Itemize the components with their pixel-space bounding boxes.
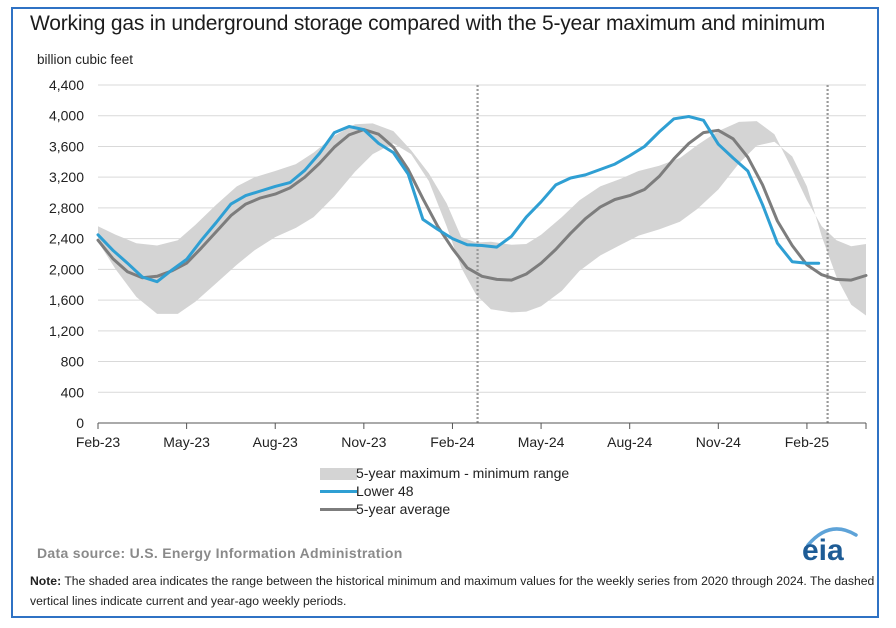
- range-band: [98, 121, 866, 316]
- y-tick-label: 3,200: [49, 169, 84, 185]
- series-line-5-year-average: [96, 128, 868, 282]
- x-tick-label: Feb-23: [76, 434, 121, 450]
- legend-swatch-average: [320, 508, 357, 511]
- x-tick-label: Nov-23: [341, 434, 386, 450]
- y-tick-label: 400: [61, 384, 85, 400]
- legend-swatch-range: [320, 468, 357, 480]
- eia-logo: eia: [802, 527, 858, 563]
- dashed-lines-layer: [476, 85, 829, 423]
- legend-label-average: 5-year average: [356, 501, 451, 517]
- y-axis-label: billion cubic feet: [37, 52, 134, 67]
- footnote: Note: The shaded area indicates the rang…: [30, 571, 875, 611]
- y-tick-label: 1,600: [49, 292, 84, 308]
- y-tick-label: 800: [61, 354, 85, 370]
- x-tick-label: Feb-25: [785, 434, 830, 450]
- legend-swatch-lower48: [320, 490, 357, 493]
- series-line-lower-48: [96, 115, 821, 284]
- data-source: Data source: U.S. Energy Information Adm…: [37, 545, 403, 561]
- y-tick-label: 4,000: [49, 108, 84, 124]
- legend-label-lower48: Lower 48: [356, 483, 414, 499]
- x-tick-labels: Feb-23 May-23 Aug-23 Nov-23 Feb-24 May-24 Aug-…: [76, 434, 829, 450]
- chart-title: Working gas in underground storage compa…: [30, 12, 826, 35]
- y-tick-label: 1,200: [49, 323, 84, 339]
- series-lines-layer: [96, 115, 868, 284]
- y-tick-label: 4,400: [49, 77, 84, 93]
- y-tick-label: 2,400: [49, 231, 84, 247]
- x-tick-label: Nov-24: [696, 434, 741, 450]
- note-text: The shaded area indicates the range betw…: [30, 574, 875, 608]
- y-tick-label: 2,800: [49, 200, 84, 216]
- x-tick-label: May-23: [163, 434, 210, 450]
- y-tick-label: 2,000: [49, 261, 84, 277]
- y-tick-labels: 0 400 800 1,200 1,600 2,000 2,400 2,800 3,200 3,6…: [49, 77, 84, 431]
- axes-layer: [97, 422, 867, 429]
- x-tick-label: Aug-23: [253, 434, 298, 450]
- x-tick-label: Aug-24: [607, 434, 652, 450]
- range-band-layer: [98, 121, 866, 316]
- eia-logo-arc: [806, 527, 858, 547]
- eia-logo-text: eia: [802, 534, 844, 563]
- x-tick-label: May-24: [518, 434, 565, 450]
- legend-label-range: 5-year maximum - minimum range: [356, 465, 570, 481]
- x-tick-label: Feb-24: [430, 434, 475, 450]
- y-tick-label: 3,600: [49, 138, 84, 154]
- note-label: Note:: [30, 574, 62, 588]
- y-tick-label: 0: [76, 415, 84, 431]
